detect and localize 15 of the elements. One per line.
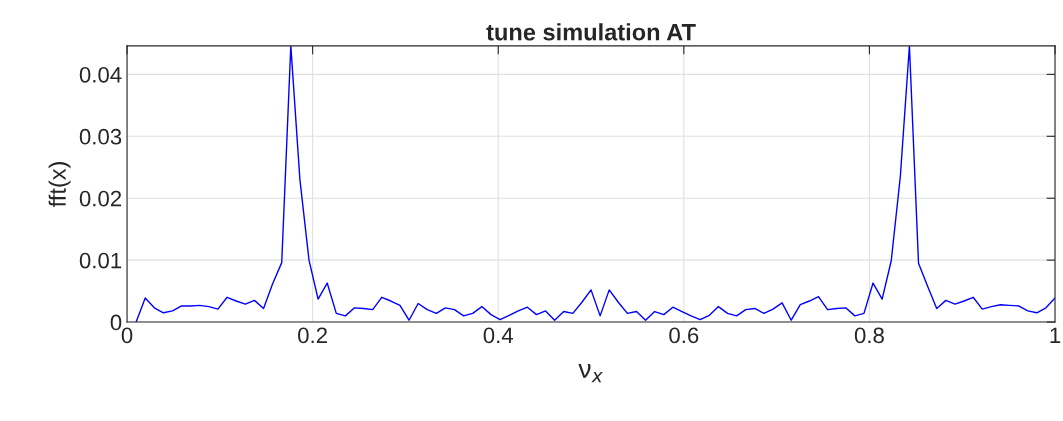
y-tick-label: 0 [110,314,122,331]
x-tick-label: 1 [1050,327,1061,344]
chart-title: tune simulation AT [486,23,696,41]
x-tick-label: 0.8 [854,327,884,344]
x-tick-label: 0.2 [298,327,327,344]
x-tick-label: 0.6 [669,327,699,344]
y-tick-label: 0.04 [79,66,122,83]
x-tick-label: 0.4 [483,327,514,344]
x-tick-label: 0 [121,327,133,344]
y-axis-title: fft(x) [48,162,71,208]
y-tick-label: 0.01 [79,252,122,269]
x-axis-title: ν$_{x}$ [578,363,603,383]
line-series [135,45,1056,323]
y-tick-label: 0.03 [79,128,122,145]
y-tick-label: 0.02 [79,190,122,207]
